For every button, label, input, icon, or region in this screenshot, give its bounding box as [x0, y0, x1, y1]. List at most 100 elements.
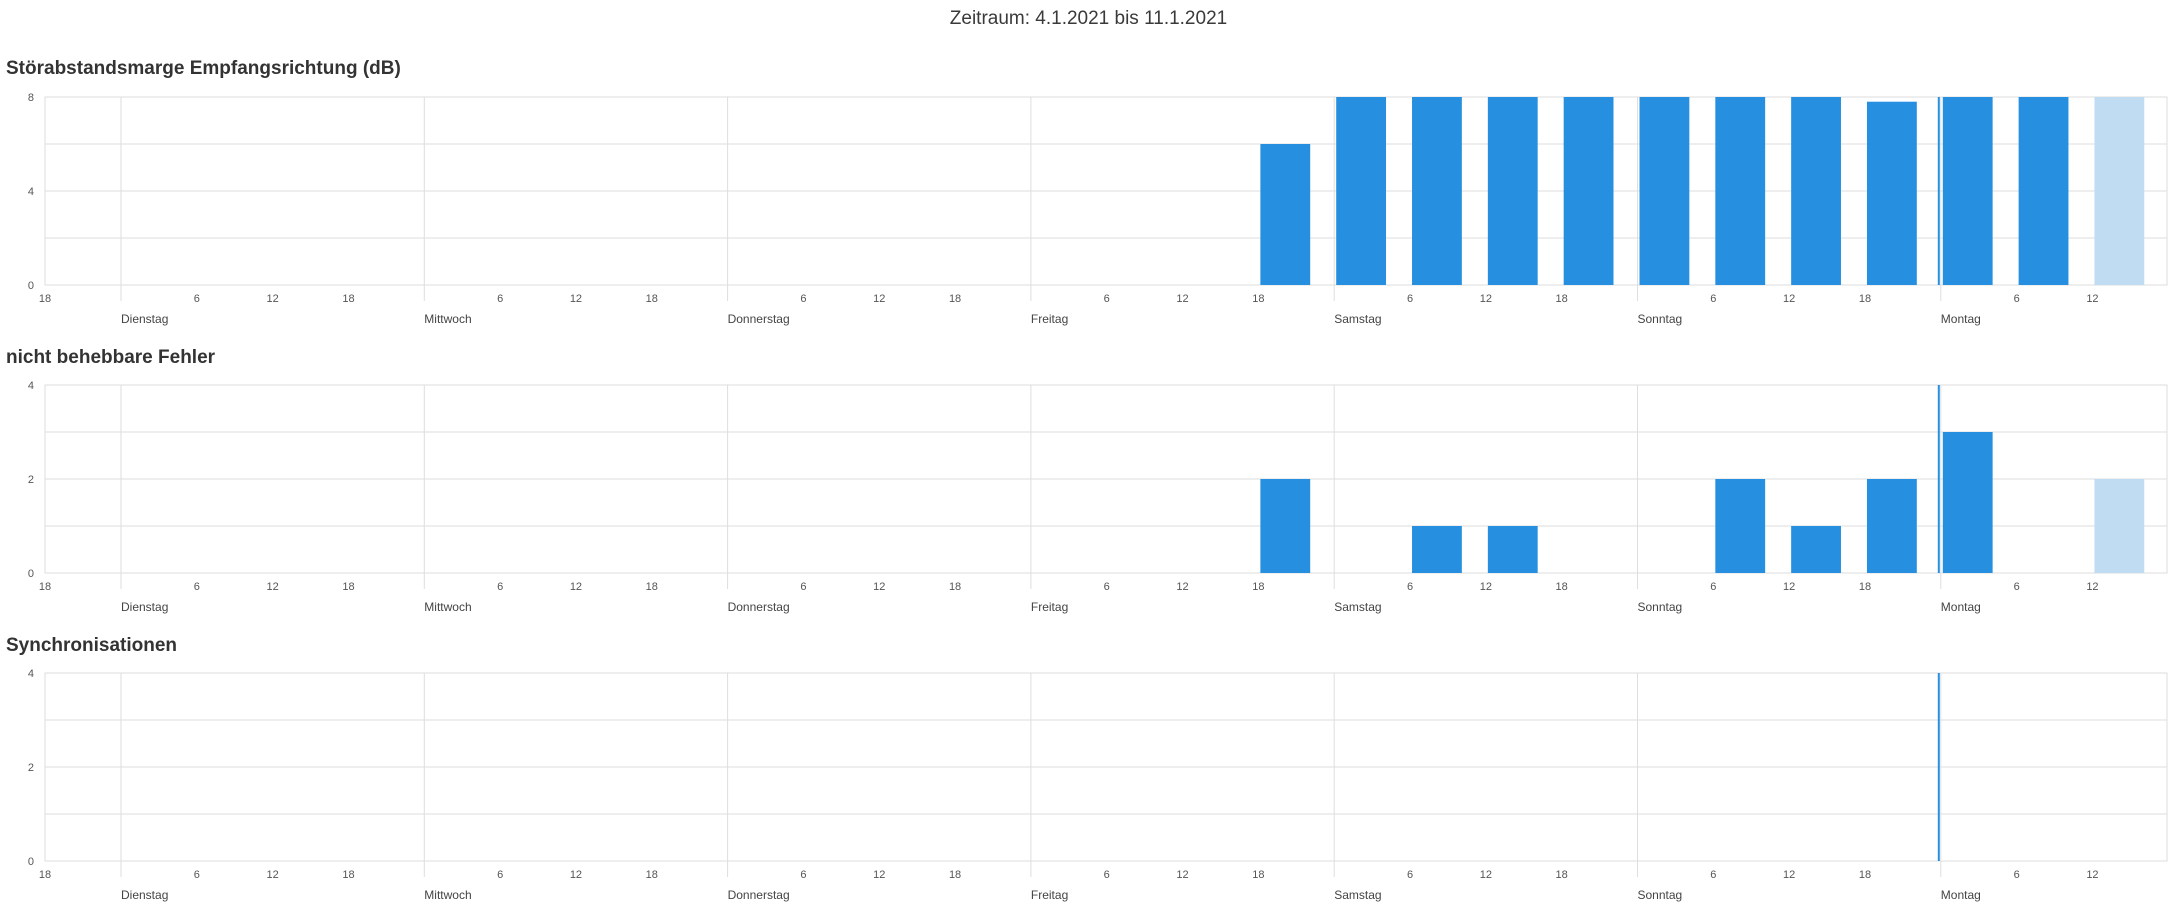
chart-title-synchronisations: Synchronisationen — [6, 635, 178, 656]
x-day-label: Sonntag — [1638, 600, 1683, 614]
x-day-label: Mittwoch — [424, 600, 471, 614]
x-hour-tick-label: 6 — [497, 869, 503, 881]
x-hour-tick-label: 18 — [1556, 581, 1568, 593]
x-day-label: Dienstag — [121, 312, 168, 326]
bar — [1412, 97, 1462, 285]
x-hour-tick-label: 18 — [342, 293, 354, 305]
x-day-label: Montag — [1941, 600, 1981, 614]
x-hour-tick-label: 12 — [873, 869, 885, 881]
x-hour-tick-label: 6 — [1710, 581, 1716, 593]
x-day-label: Donnerstag — [728, 888, 790, 902]
x-hour-tick-label: 18 — [1556, 869, 1568, 881]
x-hour-tick-label: 18 — [39, 293, 51, 305]
bar — [1260, 479, 1311, 573]
x-hour-tick-label: 12 — [1783, 869, 1795, 881]
chart-title-snr-margin: Störabstandsmarge Empfangsrichtung (dB) — [6, 58, 401, 79]
y-tick-label: 0 — [28, 280, 34, 292]
x-hour-tick-label: 12 — [570, 581, 582, 593]
x-hour-tick-label: 12 — [1480, 869, 1492, 881]
x-hour-tick-label: 12 — [2086, 581, 2098, 593]
x-hour-tick-label: 12 — [2086, 293, 2098, 305]
x-day-label: Samstag — [1334, 600, 1381, 614]
x-day-label: Donnerstag — [728, 312, 790, 326]
x-day-label: Donnerstag — [728, 600, 790, 614]
bar — [1487, 97, 1538, 285]
x-hour-tick-label: 12 — [873, 293, 885, 305]
x-hour-tick-label: 18 — [1859, 293, 1871, 305]
x-hour-tick-label: 6 — [1407, 581, 1413, 593]
x-hour-tick-label: 12 — [1176, 581, 1188, 593]
x-day-label: Sonntag — [1638, 888, 1683, 902]
bar-current-period — [2094, 479, 2145, 573]
x-hour-tick-label: 6 — [497, 293, 503, 305]
y-tick-label: 2 — [28, 474, 34, 486]
x-hour-tick-label: 18 — [1859, 869, 1871, 881]
bar — [1866, 101, 1917, 285]
x-hour-tick-label: 6 — [1407, 293, 1413, 305]
x-hour-tick-label: 6 — [1407, 869, 1413, 881]
x-hour-tick-label: 18 — [1252, 293, 1264, 305]
x-hour-tick-label: 18 — [949, 869, 961, 881]
x-hour-tick-label: 12 — [1783, 293, 1795, 305]
x-hour-tick-label: 18 — [39, 581, 51, 593]
x-day-label: Montag — [1941, 888, 1981, 902]
x-hour-tick-label: 18 — [1252, 581, 1264, 593]
x-hour-tick-label: 6 — [2014, 293, 2020, 305]
bar — [1791, 97, 1841, 285]
bar — [1336, 97, 1387, 285]
x-hour-tick-label: 6 — [1710, 293, 1716, 305]
y-tick-label: 4 — [28, 186, 34, 198]
x-hour-tick-label: 18 — [1252, 869, 1264, 881]
x-hour-tick-label: 18 — [39, 869, 51, 881]
bar — [1942, 97, 1993, 285]
x-hour-tick-label: 6 — [194, 293, 200, 305]
x-hour-tick-label: 18 — [646, 293, 658, 305]
x-day-label: Dienstag — [121, 600, 168, 614]
x-hour-tick-label: 18 — [949, 293, 961, 305]
x-hour-tick-label: 12 — [267, 293, 279, 305]
bar — [1412, 526, 1462, 573]
bar — [1942, 432, 1993, 573]
bar — [1487, 526, 1538, 573]
bar — [1715, 479, 1766, 573]
x-hour-tick-label: 6 — [1710, 869, 1716, 881]
x-day-label: Sonntag — [1638, 312, 1683, 326]
y-tick-label: 4 — [28, 380, 34, 392]
x-hour-tick-label: 6 — [2014, 869, 2020, 881]
x-hour-tick-label: 18 — [646, 869, 658, 881]
x-hour-tick-label: 6 — [800, 293, 806, 305]
x-hour-tick-label: 12 — [1176, 293, 1188, 305]
x-hour-tick-label: 12 — [267, 581, 279, 593]
y-tick-label: 4 — [28, 668, 34, 680]
x-day-label: Montag — [1941, 312, 1981, 326]
x-day-label: Freitag — [1031, 312, 1068, 326]
x-day-label: Freitag — [1031, 600, 1068, 614]
bar — [2018, 97, 2069, 285]
x-hour-tick-label: 18 — [1556, 293, 1568, 305]
x-hour-tick-label: 12 — [267, 869, 279, 881]
x-day-label: Freitag — [1031, 888, 1068, 902]
x-hour-tick-label: 12 — [1176, 869, 1188, 881]
x-hour-tick-label: 6 — [497, 581, 503, 593]
x-hour-tick-label: 18 — [1859, 581, 1871, 593]
period-title: Zeitraum: 4.1.2021 bis 11.1.2021 — [949, 8, 1228, 29]
x-hour-tick-label: 12 — [570, 869, 582, 881]
x-hour-tick-label: 6 — [1104, 293, 1110, 305]
bar — [1563, 97, 1614, 285]
x-hour-tick-label: 12 — [873, 581, 885, 593]
x-day-label: Mittwoch — [424, 888, 471, 902]
x-hour-tick-label: 18 — [646, 581, 658, 593]
x-hour-tick-label: 12 — [1480, 293, 1492, 305]
x-hour-tick-label: 12 — [570, 293, 582, 305]
x-hour-tick-label: 18 — [949, 581, 961, 593]
x-hour-tick-label: 6 — [800, 581, 806, 593]
y-tick-label: 0 — [28, 856, 34, 868]
x-hour-tick-label: 6 — [194, 869, 200, 881]
chart-title-uncorrectable-errors: nicht behebbare Fehler — [6, 347, 216, 368]
bar — [1791, 526, 1841, 573]
x-hour-tick-label: 6 — [194, 581, 200, 593]
x-hour-tick-label: 18 — [342, 581, 354, 593]
